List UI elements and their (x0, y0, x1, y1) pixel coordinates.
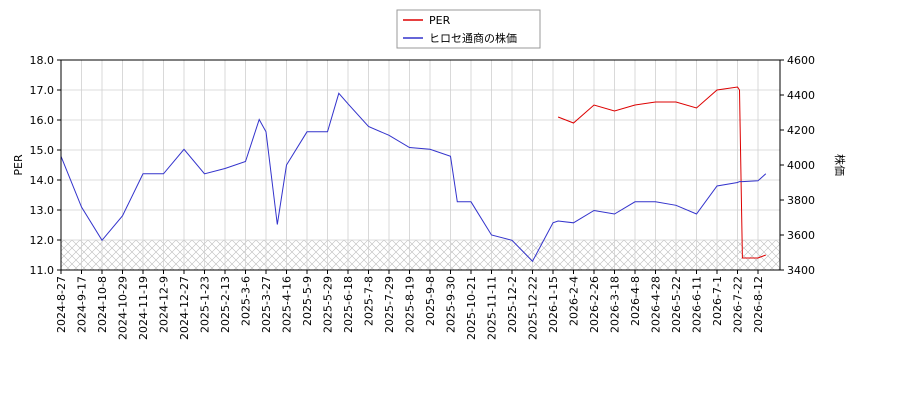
x-tick-label: 2025-7-8 (363, 276, 376, 326)
x-tick-label: 2026-1-15 (547, 276, 560, 333)
y-tick-label: 13.0 (30, 204, 55, 217)
x-tick-label: 2026-7-22 (732, 276, 745, 333)
x-tick-label: 2026-4-8 (629, 276, 642, 326)
x-tick-label: 2024-8-27 (55, 276, 68, 333)
legend-box (396, 9, 541, 49)
y-tick-label: 16.0 (30, 114, 55, 127)
x-tick-label: 2025-5-29 (322, 276, 335, 333)
x-tick-label: 2026-2-26 (588, 276, 601, 333)
y-tick-label: 12.0 (30, 234, 55, 247)
x-tick-label: 2025-9-8 (424, 276, 437, 326)
x-tick-label: 2024-12-9 (158, 276, 171, 333)
y-tick-label: 17.0 (30, 84, 55, 97)
series-line (60, 92, 767, 263)
x-tick-label: 2025-6-18 (342, 276, 355, 333)
x-tick-label: 2025-2-13 (219, 276, 232, 333)
y-axis-label: PER (12, 154, 25, 176)
x-tick-label: 2024-9-17 (76, 276, 89, 333)
x-tick-label: 2026-6-11 (691, 276, 704, 333)
legend-label: PER (429, 14, 451, 27)
x-tick-label: 2025-9-30 (445, 276, 458, 333)
x-tick-label: 2025-8-19 (404, 276, 417, 333)
x-tick-label: 2026-4-28 (650, 276, 663, 333)
x-tick-label: 2024-10-8 (96, 276, 109, 333)
x-tick-label: 2025-4-16 (281, 276, 294, 333)
y-tick-label: 11.0 (30, 264, 55, 277)
y2-tick-label: 4000 (787, 159, 815, 172)
x-tick-label: 2024-12-27 (178, 276, 191, 340)
x-tick-label: 2025-7-29 (383, 276, 396, 333)
shaded-band (61, 240, 780, 270)
x-tick-label: 2026-8-12 (752, 276, 765, 333)
x-tick-label: 2025-3-27 (260, 276, 273, 333)
series-line (557, 86, 766, 259)
x-tick-label: 2026-3-18 (609, 276, 622, 333)
y2-tick-label: 3800 (787, 194, 815, 207)
y2-tick-label: 3400 (787, 264, 815, 277)
y2-axis-label: 株価 (833, 154, 847, 176)
plot-frame (60, 59, 781, 271)
x-tick-label: 2026-2-4 (568, 276, 581, 326)
x-tick-label: 2025-5-9 (301, 276, 314, 326)
x-tick-label: 2025-11-11 (486, 276, 499, 340)
y2-tick-label: 4600 (787, 54, 815, 67)
x-tick-label: 2024-11-19 (137, 276, 150, 340)
y2-tick-label: 4200 (787, 124, 815, 137)
x-tick-label: 2025-12-2 (506, 276, 519, 333)
x-tick-label: 2025-12-22 (527, 276, 540, 340)
x-tick-label: 2026-5-22 (670, 276, 683, 333)
legend-label: ヒロセ通商の株価 (429, 31, 517, 45)
x-tick-label: 2025-1-23 (199, 276, 212, 333)
y-tick-label: 18.0 (30, 54, 55, 67)
x-tick-label: 2025-10-21 (465, 276, 478, 340)
x-tick-label: 2025-3-6 (240, 276, 253, 326)
y-tick-label: 15.0 (30, 144, 55, 157)
x-tick-label: 2026-7-1 (711, 276, 724, 326)
legend: PER ヒロセ通商の株価 (396, 9, 541, 49)
y2-tick-label: 4400 (787, 89, 815, 102)
y2-tick-label: 3600 (787, 229, 815, 242)
x-tick-label: 2024-10-29 (117, 276, 130, 340)
y-tick-label: 14.0 (30, 174, 55, 187)
